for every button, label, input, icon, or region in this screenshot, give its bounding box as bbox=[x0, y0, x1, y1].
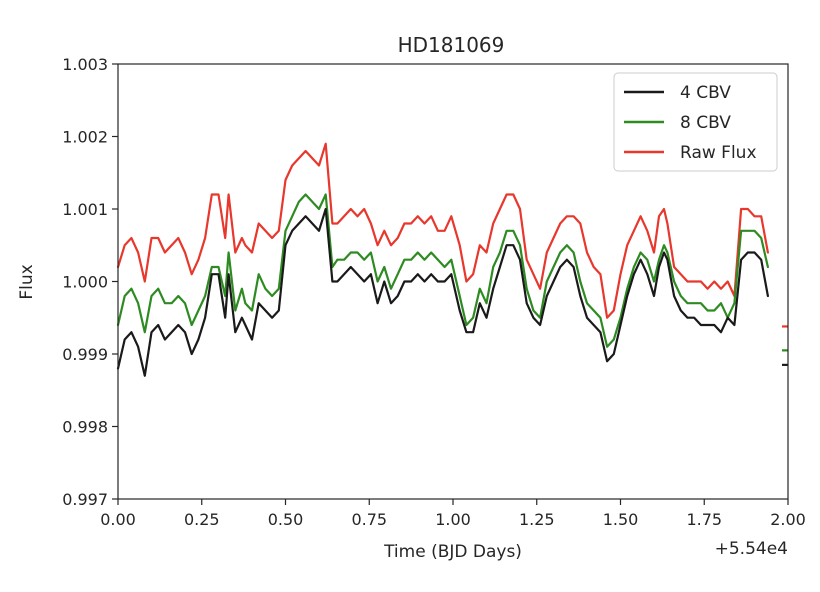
y-tick-label: 1.000 bbox=[62, 273, 108, 292]
legend-label: 4 CBV bbox=[680, 83, 731, 103]
y-axis-label: Flux bbox=[17, 264, 37, 299]
y-tick-label: 0.997 bbox=[62, 490, 108, 509]
x-tick-label: 0.00 bbox=[100, 510, 136, 529]
y-tick-label: 0.998 bbox=[62, 418, 108, 437]
series-line-raw-flux bbox=[116, 142, 770, 319]
y-axis: 0.997 0.998 0.999 1.000 1.001 1.002 1.003 bbox=[62, 55, 118, 509]
x-axis-label: Time (BJD Days) bbox=[383, 542, 522, 562]
x-tick-label: 0.75 bbox=[351, 510, 387, 529]
series-layer bbox=[116, 142, 788, 377]
x-tick-label: 0.50 bbox=[268, 510, 304, 529]
y-tick-label: 1.003 bbox=[62, 55, 108, 74]
x-tick-label: 2.00 bbox=[770, 510, 806, 529]
series-line-4-cbv bbox=[116, 207, 770, 377]
x-tick-label: 1.25 bbox=[519, 510, 555, 529]
x-offset-label: +5.54e4 bbox=[715, 539, 788, 559]
y-tick-label: 0.999 bbox=[62, 345, 108, 364]
legend: 4 CBV 8 CBV Raw Flux bbox=[613, 72, 778, 172]
y-tick-label: 1.002 bbox=[62, 128, 108, 147]
legend-label: 8 CBV bbox=[680, 113, 731, 133]
x-tick-label: 1.75 bbox=[686, 510, 722, 529]
x-tick-label: 1.00 bbox=[435, 510, 471, 529]
legend-box bbox=[613, 72, 778, 172]
series-line-8-cbv bbox=[116, 193, 770, 348]
x-tick-label: 0.25 bbox=[184, 510, 220, 529]
x-axis: 0.00 0.25 0.50 0.75 1.00 1.25 1.50 1.75 2.00 bbox=[100, 499, 806, 529]
y-tick-label: 1.001 bbox=[62, 200, 108, 219]
legend-label: Raw Flux bbox=[680, 143, 757, 163]
x-tick-label: 1.50 bbox=[603, 510, 639, 529]
chart-title: HD181069 bbox=[398, 33, 505, 57]
